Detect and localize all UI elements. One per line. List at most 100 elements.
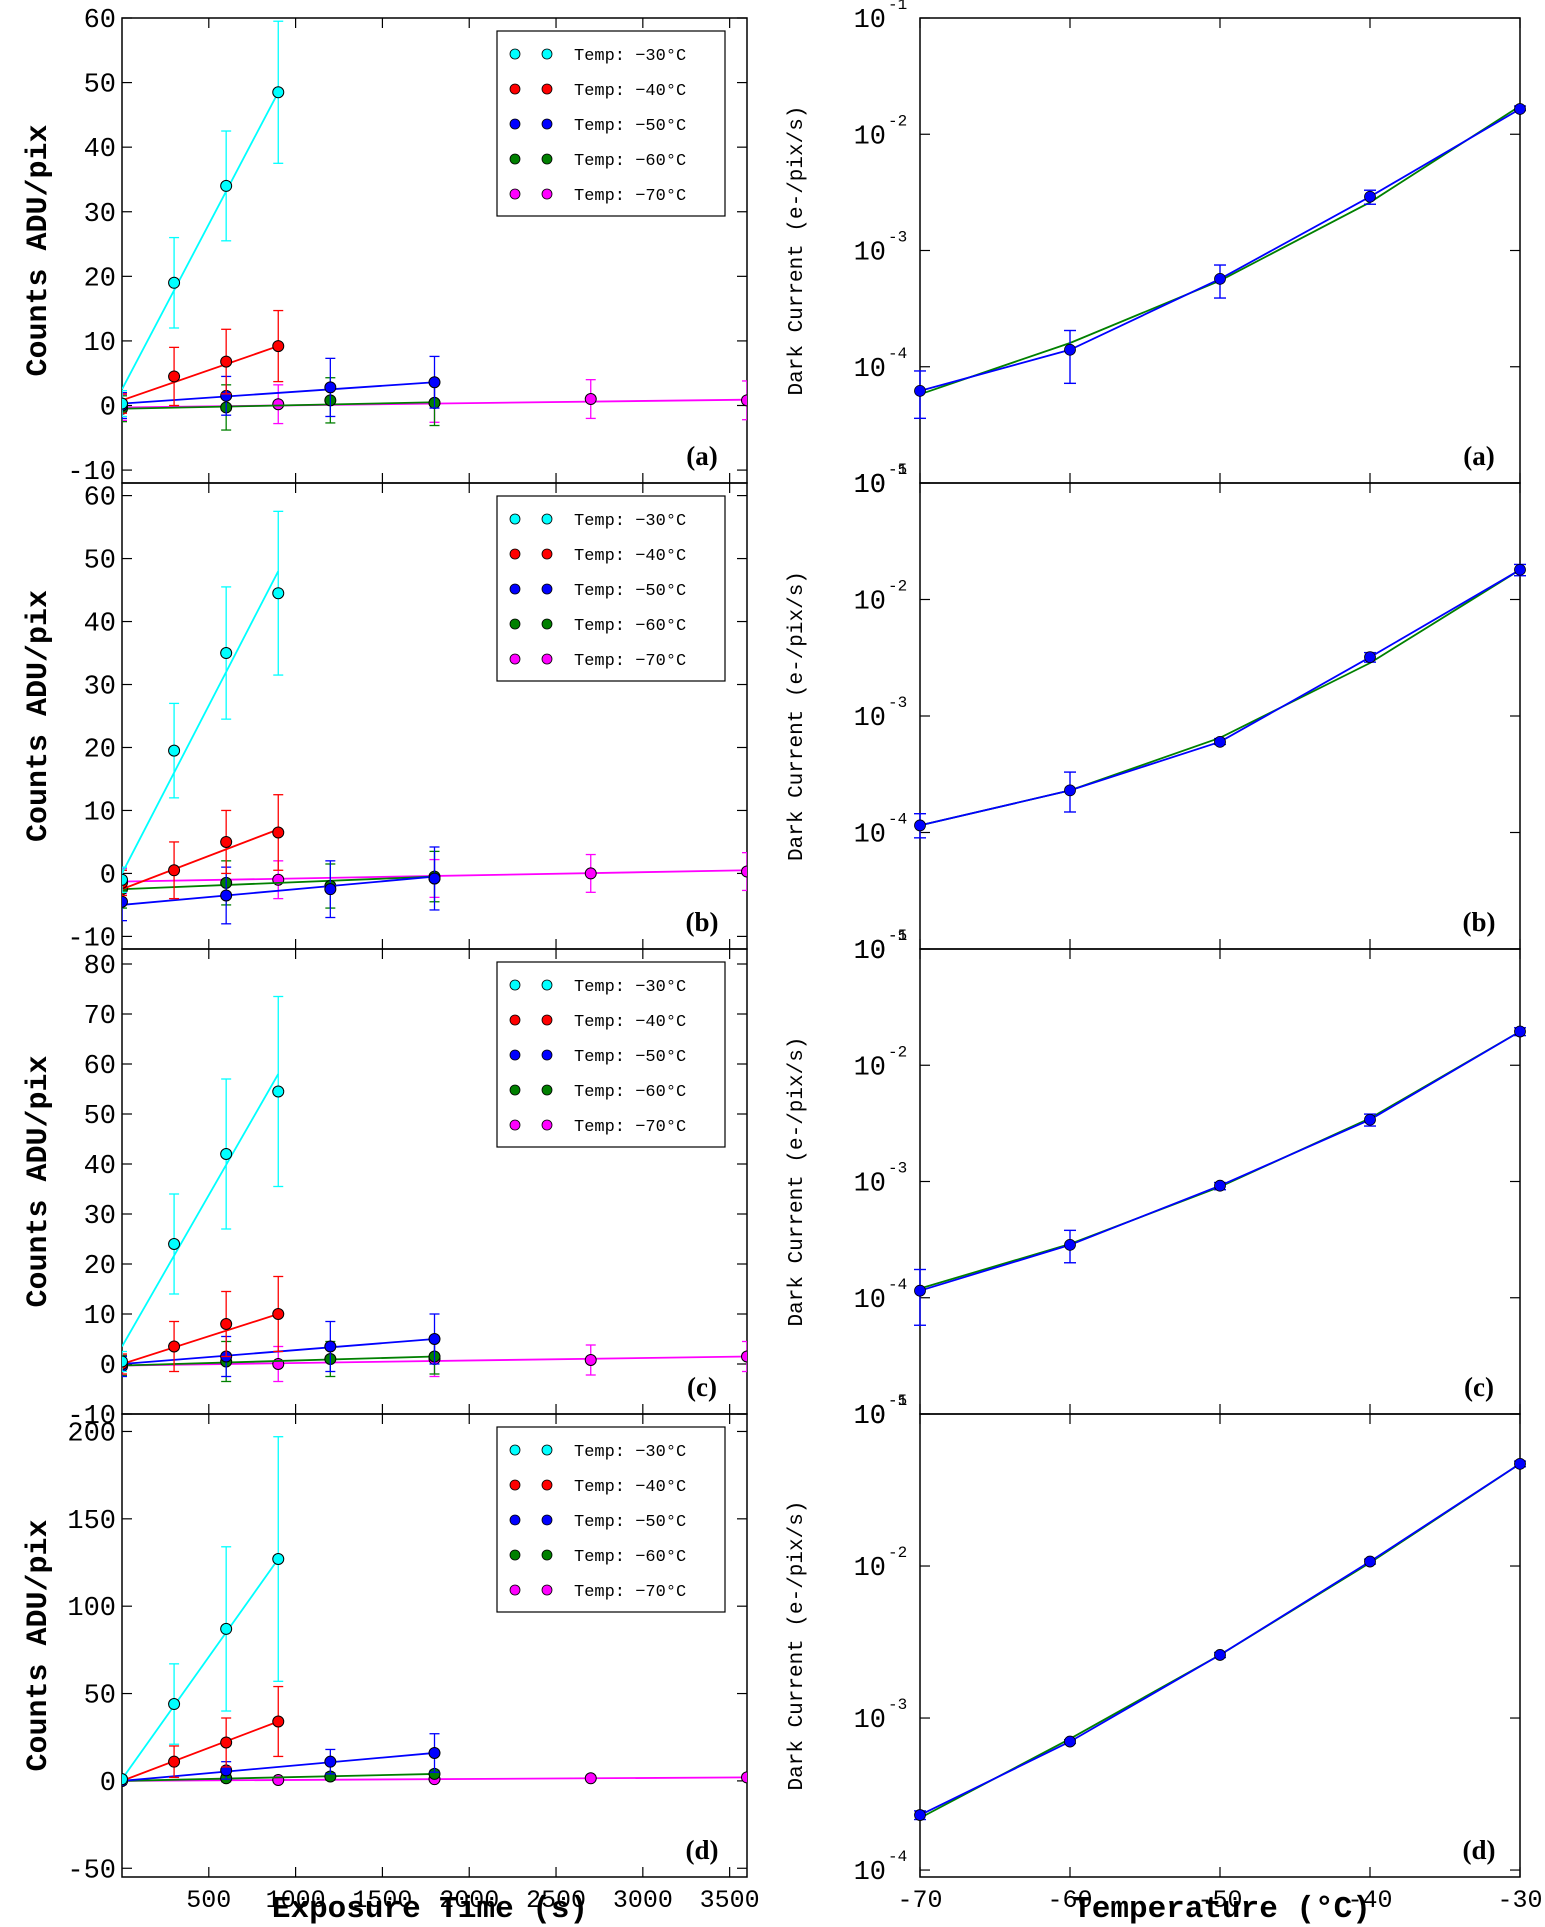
data-point [1064,343,1076,356]
data-point [272,587,285,600]
legend-marker [509,1444,521,1456]
y-tick-label: 50 [84,71,116,101]
y-tick-label: 30 [84,673,116,703]
x-tick-label: -40 [1347,1886,1392,1915]
y-tick-label: 10 [854,1053,886,1083]
y-tick-label: 10 [84,1302,116,1332]
y-axis-title: Counts ADU/pix [22,590,56,842]
data-point [1064,1735,1076,1748]
data-point [1514,103,1526,115]
legend-marker [541,48,553,60]
y-tick-label: 0 [100,1769,116,1799]
y-axis-title: Counts ADU/pix [22,1055,56,1307]
panel-label: (c) [687,1372,717,1402]
data-point [220,355,233,368]
y-tick-label: 50 [84,547,116,577]
legend-marker [541,548,553,560]
data-point [272,398,285,411]
y-axis-title: Dark Current (e-/pix/s) [786,1037,809,1327]
plot-frame [121,1413,748,1878]
y-tick-exponent: -2 [888,112,907,130]
y-tick-label: 20 [84,735,116,765]
y-tick-label: 0 [100,861,116,891]
plot-area [122,1436,747,1787]
fit-line [122,570,280,874]
data-point [168,1340,181,1353]
data-point [584,393,597,406]
fit-line [122,401,435,410]
data-point [168,1698,181,1711]
data-point [122,873,128,886]
data-point [122,1355,128,1368]
y-tick-label: 10 [854,704,886,734]
legend: Temp: −30°C Temp: −40°C Temp: −50°C Temp: −… [496,495,726,682]
data-point [1364,1555,1376,1568]
data-point [122,1773,128,1786]
y-tick-label: 10 [854,122,886,152]
legend-label: Temp: −50°C [574,1048,686,1067]
panel-label: (b) [686,907,719,937]
legend-marker [509,513,521,525]
y-tick-exponent: -2 [888,1043,907,1061]
y-tick-label: 10 [854,1170,886,1200]
y-tick-label: 10 [854,1858,886,1888]
fit-line [122,1720,279,1782]
measured-line [919,1463,1521,1816]
data-point [272,1553,285,1566]
legend-marker [541,83,553,95]
y-tick-label: 40 [84,135,116,165]
data-point [741,865,747,878]
series--40 [122,1275,285,1375]
fit-line [919,105,1521,396]
data-point [220,889,233,902]
legend: Temp: −30°C Temp: −40°C Temp: −50°C Temp: −… [496,30,726,217]
data-point [272,1715,285,1728]
data-point [272,1308,285,1320]
y-tick-label: 40 [84,610,116,640]
y-tick-label: 10 [854,1402,886,1432]
legend-label: Temp: −30°C [574,47,686,66]
series--40 [122,309,285,414]
legend-label: Temp: −70°C [574,652,686,671]
legend-marker [541,1119,553,1131]
data-point [428,376,441,389]
y-axis-title: Counts ADU/pix [22,124,56,376]
legend-marker [509,618,521,630]
data-point [914,819,926,832]
series--30 [122,510,285,893]
y-tick-exponent: -2 [888,1544,907,1562]
y-tick-label: 40 [84,1152,116,1182]
y-tick-exponent: -3 [888,1160,907,1178]
legend-label: Temp: −50°C [574,117,686,136]
measured-line [919,569,1521,827]
legend: Temp: −30°C Temp: −40°C Temp: −50°C Temp: −… [496,961,726,1148]
x-tick-label: -70 [897,1886,942,1915]
legend-label: Temp: −60°C [574,617,686,636]
legend-marker [541,583,553,595]
data-point [168,370,181,383]
exposure-panel-2: -10 0 10 20 30 40 50 60 70 80 Counts ADU/pix (c) Tem… [22,948,748,1432]
y-tick-label: 50 [84,1682,116,1712]
legend-label: Temp: −60°C [574,1548,686,1567]
panel-label: (b) [1463,907,1496,937]
y-tick-label: 200 [67,1419,116,1449]
data-point [1364,1113,1376,1126]
data-point [914,1809,926,1821]
data-point [220,1148,233,1160]
fit-line [919,1463,1521,1819]
x-tick-label: 1500 [352,1886,412,1915]
y-tick-label: 10 [854,355,886,385]
legend-label: Temp: −40°C [574,1013,686,1032]
y-tick-label: 10 [854,1554,886,1584]
legend-label: Temp: −30°C [574,978,686,997]
data-point [1064,1238,1076,1251]
data-point [914,384,926,397]
legend-marker [509,48,521,60]
x-tick-label: 500 [186,1886,231,1915]
y-tick-exponent: -1 [888,1392,907,1410]
panel-label: (d) [686,1835,719,1865]
